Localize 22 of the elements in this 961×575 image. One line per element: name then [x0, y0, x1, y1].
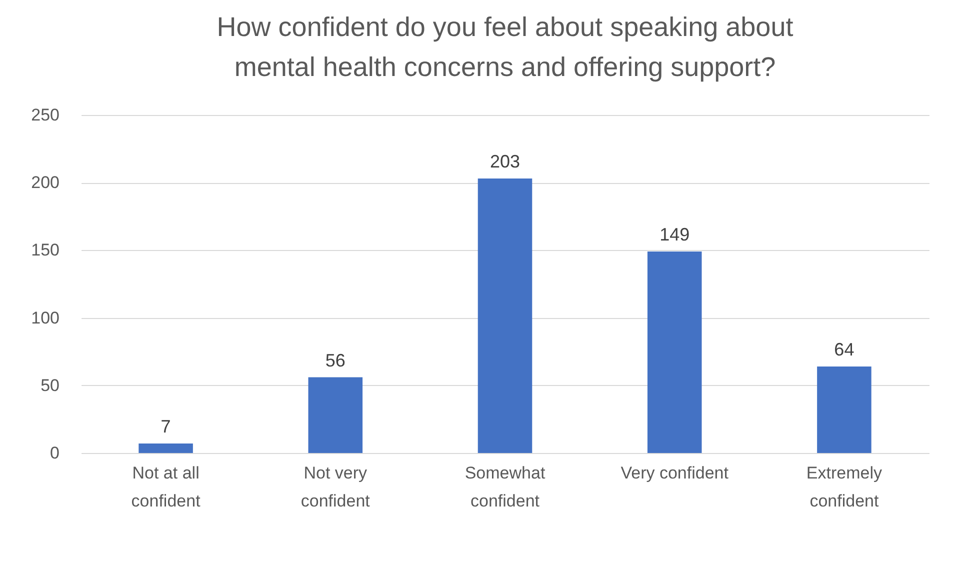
x-tick-label: Not very confident	[300, 464, 370, 510]
bar	[308, 377, 363, 453]
y-tick-label: 200	[31, 173, 60, 192]
chart-title: How confident do you feel about speaking about mental health concerns and offering support?	[216, 12, 794, 82]
x-tick-label: Not at all confident	[131, 464, 201, 510]
y-tick-label: 100	[31, 308, 60, 328]
data-label: 56	[325, 350, 346, 370]
bar	[647, 252, 702, 453]
data-label: 149	[660, 224, 690, 245]
x-tick-label: Extremely confident	[806, 464, 882, 510]
x-tick-label: Somewhat confident	[464, 464, 546, 510]
y-tick-label: 0	[50, 444, 60, 462]
data-label: 64	[834, 339, 854, 360]
data-label: 203	[490, 152, 520, 172]
bar	[817, 366, 872, 453]
y-tick-label: 250	[31, 106, 60, 124]
y-tick-label: 50	[40, 376, 60, 395]
y-tick-label: 150	[31, 240, 60, 260]
data-label: 7	[160, 416, 171, 437]
x-tick-label: Very confident	[620, 464, 729, 482]
bar	[478, 178, 532, 453]
bar	[138, 444, 193, 453]
